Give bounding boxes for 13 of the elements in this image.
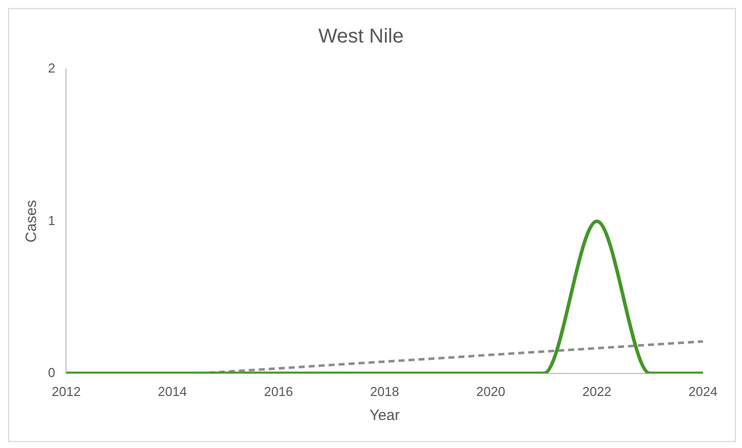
x-tick-label: 2024 — [688, 384, 718, 399]
x-tick-label: 2018 — [370, 384, 400, 399]
x-axis-title: Year — [369, 407, 400, 424]
x-tick-label: 2020 — [476, 384, 506, 399]
y-tick-label: 1 — [48, 212, 56, 228]
x-tick-label: 2022 — [582, 384, 612, 399]
y-axis-title: Cases — [23, 200, 40, 242]
y-tick-label: 0 — [48, 364, 56, 380]
chart-title: West Nile — [318, 26, 404, 48]
x-tick-label: 2012 — [52, 384, 81, 399]
x-tick-label: 2014 — [158, 384, 187, 399]
y-tick-label: 2 — [48, 60, 56, 76]
x-tick-label: 2016 — [264, 384, 293, 399]
